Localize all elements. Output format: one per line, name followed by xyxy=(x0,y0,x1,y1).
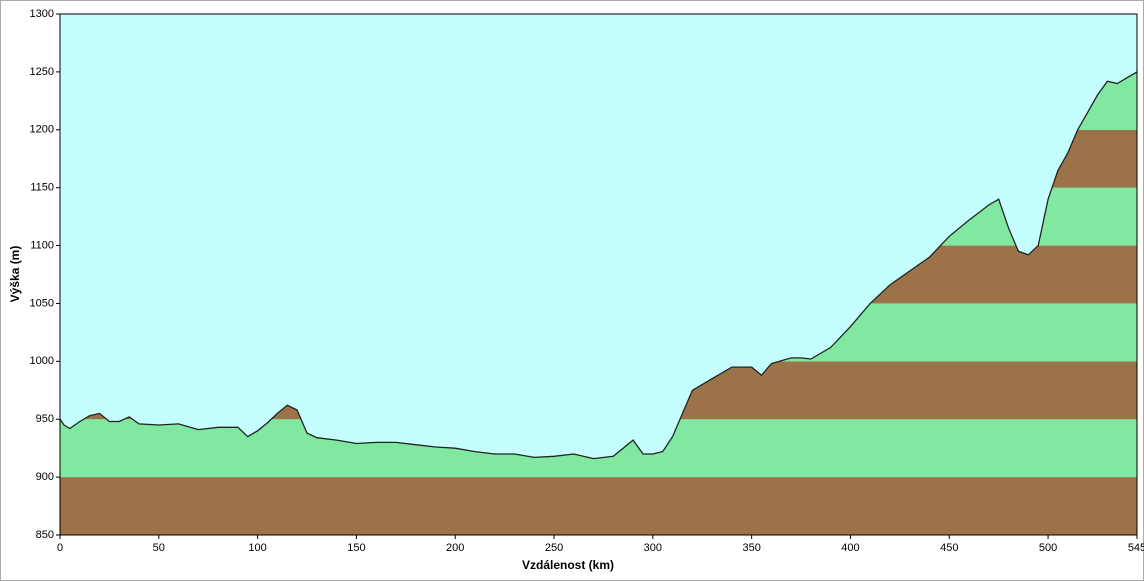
x-tick-label: 250 xyxy=(545,542,563,554)
y-tick-label: 950 xyxy=(36,413,54,425)
x-tick-label: 500 xyxy=(1039,542,1057,554)
x-tick-label: 350 xyxy=(742,542,760,554)
x-axis-label: Vzdálenost (km) xyxy=(522,558,614,572)
y-tick-label: 1300 xyxy=(30,8,54,20)
elevation-band xyxy=(60,477,1137,535)
x-tick-label: 100 xyxy=(248,542,266,554)
y-tick-label: 1250 xyxy=(30,66,54,78)
y-axis-label: Výška (m) xyxy=(8,246,22,303)
y-tick-label: 900 xyxy=(36,471,54,483)
x-tick-label: 200 xyxy=(446,542,464,554)
x-tick-label: 0 xyxy=(57,542,63,554)
plot-border xyxy=(59,13,1138,536)
y-tick-label: 1100 xyxy=(30,239,54,251)
x-tick-label: 300 xyxy=(644,542,662,554)
x-tick-label: 400 xyxy=(841,542,859,554)
x-tick-label: 545 xyxy=(1128,542,1144,554)
y-tick-label: 1000 xyxy=(30,355,54,367)
y-tick-label: 850 xyxy=(36,529,54,541)
x-tick-label: 450 xyxy=(940,542,958,554)
x-tick-label: 150 xyxy=(347,542,365,554)
y-tick-label: 1200 xyxy=(30,124,54,136)
y-tick-label: 1150 xyxy=(30,182,54,194)
x-tick-label: 50 xyxy=(153,542,165,554)
elevation-line xyxy=(59,71,1138,460)
y-tick-label: 1050 xyxy=(30,297,54,309)
